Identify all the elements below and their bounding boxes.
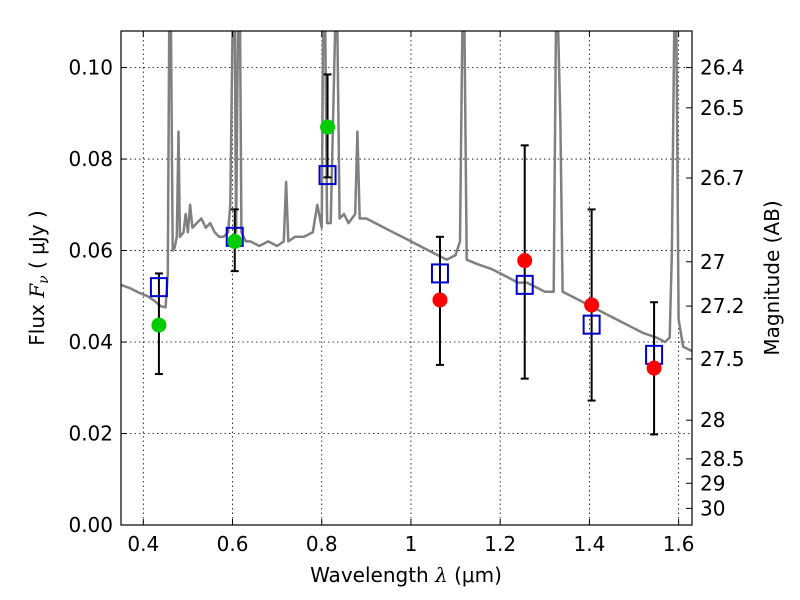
y-tick-label: 0.04	[68, 330, 113, 354]
x-tick-label: 1.4	[573, 532, 605, 556]
right-tick-label: 29	[700, 471, 725, 495]
synthetic-photometry-square	[430, 263, 449, 284]
right-axis-title: Magnitude (AB)	[760, 200, 784, 355]
axis-ticks: 0.4 0.6 0.8 1 1.2 1.4 1.6 0.00 0.02 0.04 0.06 0.08 0…	[68, 31, 745, 556]
y-axis-title: Flux Fν ( μJy )	[25, 210, 52, 345]
x-tick-label: 1	[405, 532, 418, 556]
plot-area	[121, 31, 692, 436]
y-tick-label: 0.10	[68, 56, 113, 80]
right-tick-label: 27	[700, 250, 725, 274]
detection-point	[227, 233, 243, 249]
detection-point	[151, 317, 167, 333]
x-tick-label: 0.4	[127, 532, 159, 556]
synthetic-photometry-square	[318, 165, 337, 186]
x-tick-label: 1.2	[484, 532, 516, 556]
y-tick-label: 0.02	[68, 422, 113, 446]
right-tick-label: 30	[700, 496, 725, 520]
right-tick-label: 26.7	[700, 166, 745, 190]
right-tick-label: 28.5	[700, 447, 745, 471]
right-tick-label: 27.5	[700, 347, 745, 371]
right-tick-label: 26.4	[700, 56, 745, 80]
plot-frame	[120, 30, 693, 526]
right-tick-label: 28	[700, 408, 725, 432]
y-tick-label: 0.06	[68, 239, 113, 263]
x-axis-title: Wavelength λ (μm)	[310, 563, 502, 587]
upper-limit-point	[584, 297, 600, 313]
synthetic-photometry-square	[515, 274, 534, 295]
x-tick-label: 0.8	[306, 532, 338, 556]
synthetic-photometry-square	[582, 314, 601, 335]
upper-limit-point	[432, 292, 448, 308]
upper-limit-point	[646, 360, 662, 376]
x-tick-label: 0.6	[217, 532, 249, 556]
grid	[121, 31, 692, 526]
synthetic-photometry-square	[149, 277, 168, 298]
detection-point	[320, 119, 336, 135]
y-tick-label: 0.00	[68, 513, 113, 537]
right-tick-label: 27.2	[700, 294, 745, 318]
y-tick-label: 0.08	[68, 147, 113, 171]
right-tick-label: 26.5	[700, 96, 745, 120]
x-tick-label: 1.6	[663, 532, 695, 556]
upper-limit-point	[517, 253, 533, 269]
model-spectrum-line	[121, 31, 692, 353]
